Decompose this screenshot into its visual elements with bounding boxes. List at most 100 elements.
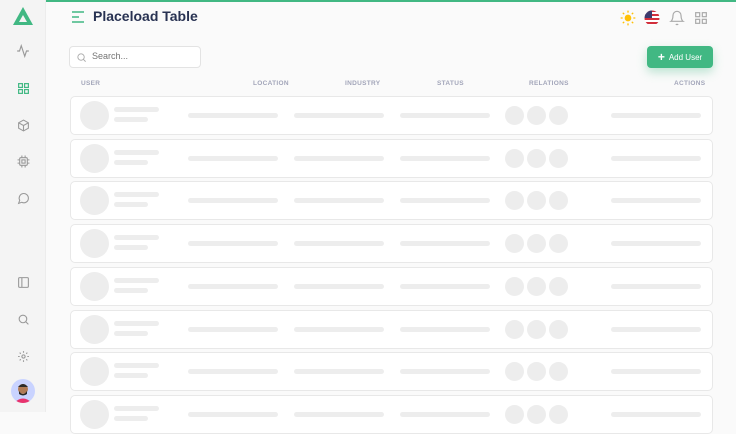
table-row [70, 309, 713, 349]
page-title: Placeload Table [93, 8, 198, 24]
us-flag-icon[interactable] [644, 10, 660, 26]
placeholder-avatar [80, 314, 109, 344]
message-icon[interactable] [13, 188, 33, 208]
placeholder-avatar [80, 186, 109, 216]
placeholder-avatar [80, 357, 109, 387]
placeholder-relation [527, 319, 546, 339]
table-row [70, 224, 713, 264]
placeholder-location [188, 283, 278, 289]
placeholder-line [114, 405, 159, 411]
table-row [70, 96, 713, 135]
placeholder-status [400, 155, 490, 161]
placeholder-actions [611, 411, 701, 417]
placeholder-relation [527, 106, 546, 125]
placeholder-avatar [80, 399, 109, 429]
placeholder-relation [549, 191, 568, 211]
table-row [70, 181, 713, 221]
placeholder-relation [549, 276, 568, 296]
placeholder-line [114, 159, 148, 165]
logo-icon [13, 7, 33, 25]
avatar[interactable] [11, 379, 35, 403]
placeholder-relation [505, 362, 524, 382]
placeholder-relation [527, 191, 546, 211]
placeholder-relation [549, 319, 568, 339]
placeholder-status [400, 326, 490, 332]
placeholder-line [114, 363, 159, 369]
placeholder-relation [549, 404, 568, 424]
placeholder-avatar [80, 143, 109, 173]
column-header-relations: RELATIONS [529, 80, 569, 87]
placeholder-location [188, 411, 278, 417]
search-field[interactable] [69, 46, 201, 68]
placeholder-industry [294, 326, 384, 332]
placeholder-actions [611, 155, 701, 161]
plus-icon: + [657, 50, 665, 64]
cpu-icon[interactable] [13, 151, 33, 171]
placeholder-line [114, 277, 159, 283]
placeholder-industry [294, 241, 384, 247]
column-header-location: LOCATION [253, 80, 289, 87]
activity-icon[interactable] [13, 41, 33, 61]
placeholder-line [114, 320, 159, 326]
sidebar [0, 0, 46, 412]
placeholder-line [114, 287, 148, 293]
placeholder-relation [505, 404, 524, 424]
placeholder-relation [505, 148, 524, 168]
placeholder-actions [611, 326, 701, 332]
placeholder-location [188, 326, 278, 332]
placeholder-status [400, 113, 490, 118]
search-icon [77, 53, 86, 62]
add-user-button[interactable]: + Add User [647, 46, 713, 68]
table-row [70, 394, 713, 434]
placeholder-status [400, 241, 490, 247]
apps-grid-icon[interactable] [693, 10, 709, 26]
placeholder-relation [549, 106, 568, 125]
table-row [70, 138, 713, 178]
placeholder-line [114, 192, 159, 198]
search-input[interactable] [92, 51, 197, 61]
placeholder-avatar [80, 271, 109, 301]
placeholder-industry [294, 155, 384, 161]
placeholder-relation [505, 106, 524, 125]
grid-icon[interactable] [13, 78, 33, 98]
table-row [70, 266, 713, 306]
placeholder-actions [611, 283, 701, 289]
bell-icon[interactable] [669, 10, 685, 26]
placeholder-relation [527, 404, 546, 424]
placeholder-industry [294, 113, 384, 118]
placeholder-relation [505, 234, 524, 254]
placeholder-location [188, 113, 278, 118]
placeholder-relation [527, 148, 546, 168]
placeholder-industry [294, 411, 384, 417]
sun-icon[interactable] [620, 10, 636, 26]
settings-icon[interactable] [13, 346, 33, 366]
placeholder-line [114, 117, 148, 122]
placeholder-relation [549, 362, 568, 382]
placeholder-line [114, 373, 148, 379]
sidebar-icon[interactable] [13, 272, 33, 292]
placeholder-status [400, 283, 490, 289]
placeholder-relation [505, 319, 524, 339]
placeholder-relation [505, 276, 524, 296]
placeholder-industry [294, 198, 384, 204]
top-accent-line [0, 0, 736, 2]
placeholder-line [114, 245, 148, 251]
placeholder-industry [294, 369, 384, 375]
placeholder-line [114, 107, 159, 112]
placeholder-line [114, 330, 148, 336]
placeholder-relation [505, 191, 524, 211]
placeholder-status [400, 369, 490, 375]
placeholder-relation [527, 362, 546, 382]
placeholder-location [188, 198, 278, 204]
placeholder-relation [527, 276, 546, 296]
search-icon[interactable] [13, 309, 33, 329]
placeholder-relation [527, 234, 546, 254]
placeholder-relation [549, 148, 568, 168]
column-header-status: STATUS [437, 80, 464, 87]
column-header-industry: INDUSTRY [345, 80, 381, 87]
placeholder-avatar [80, 229, 109, 259]
placeholder-location [188, 155, 278, 161]
menu-icon[interactable] [72, 11, 85, 23]
placeholder-line [114, 415, 148, 421]
box-icon[interactable] [13, 115, 33, 135]
